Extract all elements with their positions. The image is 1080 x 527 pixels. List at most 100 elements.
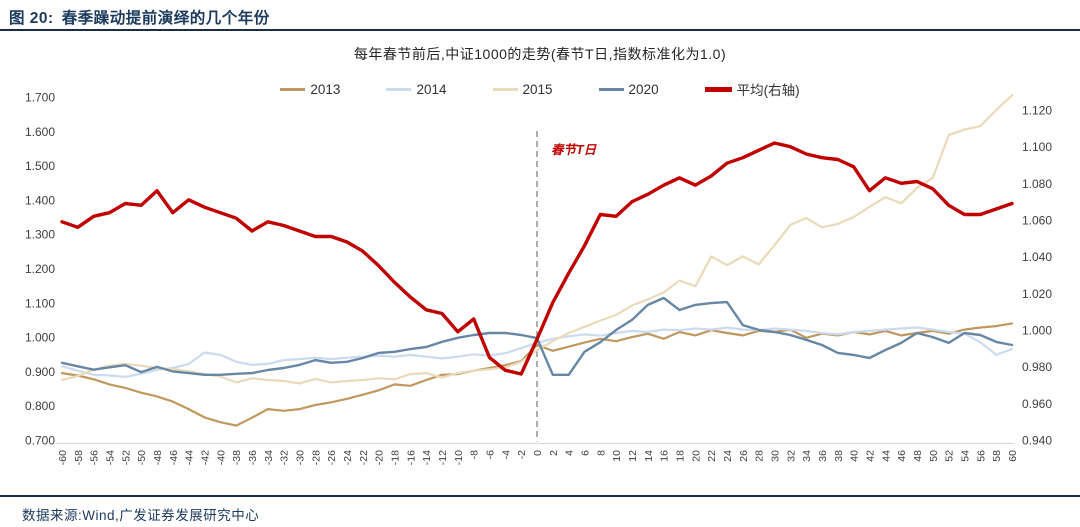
right-axis-tick: 0.980	[1022, 360, 1052, 374]
legend-item-: 平均(右轴)	[704, 79, 800, 99]
left-axis-tick: 1.100	[25, 296, 55, 310]
legend-label: 平均(右轴)	[736, 83, 800, 98]
x-axis-tick: 38	[833, 450, 845, 462]
x-axis-tick: -52	[120, 450, 132, 465]
left-axis-tick: 0.800	[25, 399, 55, 413]
legend-label: 2014	[416, 81, 447, 97]
x-axis-tick: -24	[342, 450, 354, 465]
x-axis-tick: 6	[580, 450, 592, 456]
left-axis-tick: 1.500	[25, 159, 55, 173]
figure-title: 图 20: 春季躁动提前演绎的几个年份	[9, 6, 270, 28]
figure-title-text: 春季躁动提前演绎的几个年份	[61, 10, 270, 27]
x-axis-tick: 8	[595, 450, 607, 456]
legend-label: 2020	[628, 81, 659, 97]
x-axis-tick: 32	[785, 450, 797, 462]
left-axis-tick: 1.400	[25, 193, 55, 207]
x-axis-tick: -10	[453, 450, 465, 465]
footer-divider	[0, 495, 1080, 497]
x-axis-tick: 42	[865, 450, 877, 462]
right-axis-tick: 1.040	[1022, 250, 1052, 264]
legend-item-2013: 2013	[280, 82, 340, 97]
legend-swatch-icon	[386, 87, 412, 91]
title-divider	[0, 29, 1080, 31]
x-axis-tick: 48	[912, 450, 924, 462]
figure-number: 图 20:	[9, 10, 54, 27]
x-axis-tick: -22	[358, 450, 370, 465]
x-axis-tick: 4	[564, 450, 576, 456]
series-line-2015	[60, 94, 1014, 385]
x-axis-tick: 22	[706, 450, 718, 462]
legend-swatch-icon	[704, 86, 732, 92]
x-axis-tick: -58	[73, 450, 85, 465]
x-axis-tick: 26	[738, 450, 750, 462]
x-axis-tick: 52	[944, 450, 956, 462]
left-axis-tick: 1.000	[25, 331, 55, 345]
legend-item-2014: 2014	[386, 81, 447, 97]
right-axis-tick: 1.060	[1022, 214, 1052, 228]
left-axis-tick: 0.700	[25, 434, 55, 448]
x-axis-tick: -42	[200, 450, 212, 465]
right-axis-tick: 1.100	[1022, 140, 1052, 154]
x-axis-tick: -16	[405, 450, 417, 465]
x-axis-tick: 12	[627, 450, 639, 462]
right-axis-tick: 0.940	[1022, 434, 1052, 448]
x-axis-tick: -36	[247, 450, 259, 465]
right-axis-tick: 1.000	[1022, 324, 1052, 338]
x-axis-tick: -56	[89, 450, 101, 465]
x-axis-tick: 60	[1007, 450, 1019, 462]
x-axis-tick: -40	[215, 450, 227, 465]
x-axis-tick: -12	[437, 450, 449, 465]
x-axis-tick: -20	[374, 450, 386, 465]
x-axis-tick: -46	[168, 450, 180, 465]
left-axis-tick: 1.700	[25, 91, 55, 105]
x-axis-tick: -4	[500, 450, 512, 459]
x-axis-tick: -28	[310, 450, 322, 465]
right-axis-tick: 1.080	[1022, 177, 1052, 191]
x-axis-tick: -32	[279, 450, 291, 465]
x-axis-tick: -18	[390, 450, 402, 465]
x-axis-tick: 16	[659, 450, 671, 462]
right-axis-tick: 1.020	[1022, 287, 1052, 301]
cny-tday-annotation: 春节T日	[551, 143, 598, 157]
x-axis-tick: -38	[231, 450, 243, 465]
x-axis-tick: 54	[960, 450, 972, 462]
x-axis-tick: -44	[184, 450, 196, 465]
legend-label: 2013	[310, 81, 341, 97]
x-axis-tick: -6	[485, 450, 497, 459]
x-axis-tick: 50	[928, 450, 940, 462]
x-axis-tick: 20	[690, 450, 702, 462]
x-axis-tick: 30	[770, 450, 782, 462]
right-axis-tick: 1.120	[1022, 104, 1052, 118]
x-axis-tick: -14	[421, 450, 433, 465]
x-axis-tick: 56	[975, 450, 987, 462]
right-axis-tick: 0.960	[1022, 397, 1052, 411]
x-axis-tick: 36	[817, 450, 829, 462]
x-axis-tick: -48	[152, 450, 164, 465]
x-axis-tick: 28	[754, 450, 766, 462]
x-axis-tick: 24	[722, 450, 734, 462]
x-axis-tick: -26	[326, 450, 338, 465]
data-source: 数据来源:Wind,广发证券发展研究中心	[22, 508, 260, 523]
left-axis-tick: 1.300	[25, 228, 55, 242]
legend-item-2020: 2020	[598, 81, 659, 97]
chart-subtitle: 每年春节前后,中证1000的走势(春节T日,指数标准化为1.0)	[353, 46, 727, 62]
legend-item-2015: 2015	[492, 81, 553, 97]
x-axis-tick: 10	[611, 450, 623, 462]
legend-swatch-icon	[492, 87, 518, 91]
x-axis-tick: 40	[849, 450, 861, 462]
left-axis-tick: 1.200	[25, 262, 55, 276]
x-axis-tick: -54	[105, 450, 117, 465]
x-axis-tick: 18	[675, 450, 687, 462]
x-axis-tick: 0	[532, 450, 544, 456]
legend-label: 2015	[522, 81, 553, 97]
legend-swatch-icon	[598, 87, 624, 91]
x-axis-tick: -34	[263, 450, 275, 465]
x-axis-tick: 44	[880, 450, 892, 462]
x-axis-tick: 34	[801, 450, 813, 462]
x-axis-tick: 2	[548, 450, 560, 456]
x-axis-tick: -2	[516, 450, 528, 459]
x-axis-tick: -60	[57, 450, 69, 465]
left-axis-tick: 1.600	[25, 125, 55, 139]
x-axis-tick: -30	[295, 450, 307, 465]
